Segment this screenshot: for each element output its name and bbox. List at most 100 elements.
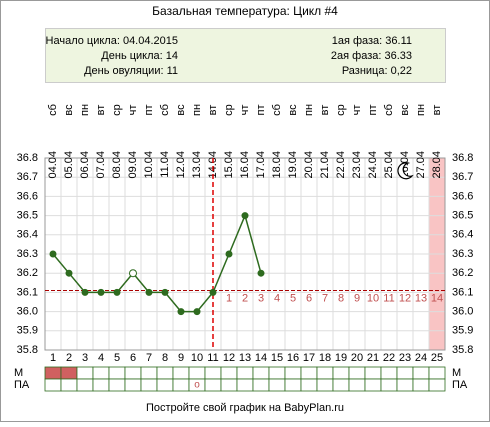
chart-title: Базальная температура: Цикл #4: [152, 4, 338, 18]
weekday-label: вт: [319, 105, 331, 116]
pa-cell: [300, 378, 318, 392]
temperature-point: [97, 288, 105, 296]
pa-cell: [284, 378, 302, 392]
pa-cell: [172, 378, 190, 392]
weekday-label: пт: [143, 105, 155, 116]
m-cell: [316, 366, 334, 380]
weekday-label: пн: [191, 104, 203, 116]
m-cell: [140, 366, 158, 380]
date-label: 19.04: [287, 151, 299, 179]
weekday-label: вс: [399, 104, 411, 116]
pa-cell: [332, 378, 350, 392]
y-tick-label: 36.5: [17, 210, 38, 222]
x-tick-label: 22: [383, 352, 395, 364]
pa-cell: [60, 378, 78, 392]
weekday-label: вт: [431, 105, 443, 116]
pa-cell: [316, 378, 334, 392]
y2-tick-label: 36.2: [452, 267, 473, 279]
x-tick-label: 8: [162, 352, 168, 364]
y-tick-label: 35.8: [17, 344, 38, 356]
m-cell: [172, 366, 190, 380]
phase-day-label: 11: [383, 292, 394, 304]
date-label: 15.04: [223, 151, 235, 179]
phase-day-label: 10: [367, 292, 379, 304]
x-tick-label: 20: [351, 352, 363, 364]
date-label: 07.04: [95, 151, 107, 179]
m-cell: [284, 366, 302, 380]
m-cell: [204, 366, 222, 380]
y2-tick-label: 36.3: [452, 248, 473, 260]
y-tick-label: 36.3: [17, 248, 38, 260]
y2-tick-label: 36.5: [452, 210, 473, 222]
temperature-point: [65, 269, 73, 277]
x-tick-label: 3: [82, 352, 88, 364]
y2-tick-label: 36.1: [452, 286, 473, 298]
m-cell: [412, 366, 430, 380]
pa-cell: [396, 378, 414, 392]
m-cell: [332, 366, 350, 380]
pa-cell: [124, 378, 142, 392]
m-cell: [156, 366, 174, 380]
y-tick-label: 36.4: [17, 229, 38, 241]
weekday-label: пн: [415, 104, 427, 116]
info-box: [45, 28, 446, 83]
row-label: М: [452, 367, 461, 379]
m-cell: [268, 366, 286, 380]
temperature-point: [209, 288, 217, 296]
pa-cell: [236, 378, 254, 392]
date-label: 05.04: [63, 151, 75, 179]
weekday-label: пт: [255, 105, 267, 116]
weekday-label: вс: [175, 104, 187, 116]
pa-cell: [44, 378, 62, 392]
y-tick-label: 36.1: [17, 286, 38, 298]
y2-tick-label: 35.9: [452, 325, 473, 337]
weekday-label: вс: [287, 104, 299, 116]
m-cell: [396, 366, 414, 380]
temperature-point: [225, 250, 233, 258]
date-label: 09.04: [127, 151, 139, 179]
weekday-label: пн: [79, 104, 91, 116]
phase-day-label: 7: [322, 292, 328, 304]
date-label: 14.04: [207, 151, 219, 179]
y2-tick-label: 35.8: [452, 344, 473, 356]
weekday-label: ср: [111, 104, 123, 116]
m-cell: [236, 366, 254, 380]
weekday-label: сб: [47, 104, 59, 116]
date-label: 04.04: [47, 151, 59, 179]
date-label: 17.04: [255, 151, 267, 179]
x-tick-label: 16: [287, 352, 299, 364]
x-tick-label: 18: [319, 352, 331, 364]
pa-cell: [156, 378, 174, 392]
weekday-label: чт: [351, 105, 363, 116]
pa-cell: [428, 378, 446, 392]
m-cell: [348, 366, 366, 380]
info-text: 1ая фаза: 36.11: [332, 35, 412, 47]
pa-cell: [364, 378, 382, 392]
x-tick-label: 25: [431, 352, 443, 364]
temperature-point: [257, 269, 265, 277]
temperature-point: [161, 288, 169, 296]
y2-tick-label: 36.6: [452, 190, 473, 202]
x-tick-label: 11: [207, 352, 218, 364]
temperature-point: [49, 250, 57, 258]
x-tick-label: 12: [223, 352, 235, 364]
date-label: 21.04: [319, 151, 331, 179]
weekday-label: вт: [207, 105, 219, 116]
temperature-point: [129, 269, 137, 278]
date-label: 06.04: [79, 151, 91, 179]
y-tick-label: 36.6: [17, 190, 38, 202]
date-label: 20.04: [303, 151, 315, 179]
date-label: 11.04: [159, 151, 171, 178]
phase-day-label: 3: [258, 292, 264, 304]
y-tick-label: 35.9: [17, 325, 38, 337]
footer: Постройте свой график на BabyPlan.ru: [146, 402, 344, 414]
x-tick-label: 2: [66, 352, 72, 364]
date-label: 18.04: [271, 151, 283, 179]
m-cell: [92, 366, 110, 380]
pa-cell: [268, 378, 286, 392]
pa-cell: [348, 378, 366, 392]
date-label: 22.04: [335, 151, 347, 179]
weekday-label: ср: [335, 104, 347, 116]
m-cell: [252, 366, 270, 380]
